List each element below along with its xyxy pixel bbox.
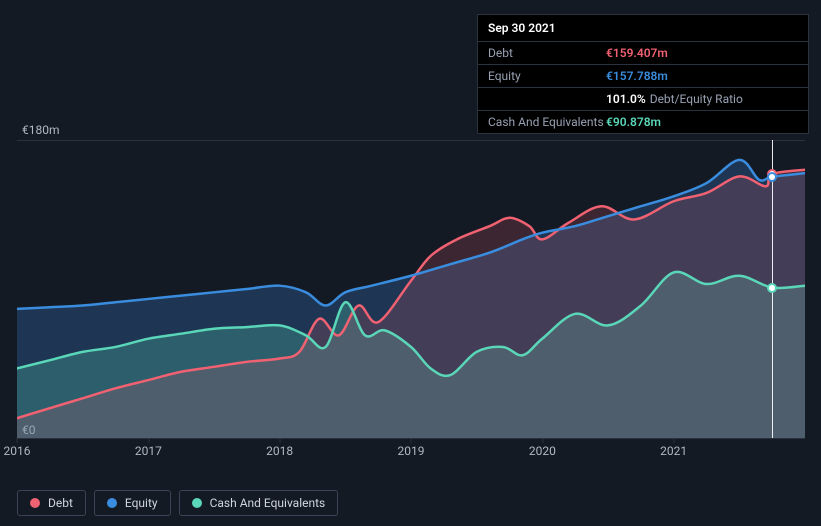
tooltip-row-label: Debt <box>488 46 606 60</box>
tooltip-row: Debt€159.407m <box>478 42 808 65</box>
chart-svg <box>17 140 805 438</box>
x-axis-tick: 2019 <box>398 444 425 458</box>
x-axis-tick: 2020 <box>529 444 556 458</box>
chart-legend: Debt Equity Cash And Equivalents <box>17 490 338 516</box>
legend-item-equity[interactable]: Equity <box>94 490 171 516</box>
x-axis-tick: 2017 <box>135 444 162 458</box>
legend-label: Debt <box>48 496 73 510</box>
tooltip-row-value: €157.788m <box>606 69 668 83</box>
legend-item-debt[interactable]: Debt <box>17 490 86 516</box>
tooltip-row: Equity€157.788m <box>478 65 808 88</box>
tooltip-row: Cash And Equivalents€90.878m <box>478 111 808 133</box>
legend-label: Cash And Equivalents <box>210 496 326 510</box>
tooltip-row: 101.0%Debt/Equity Ratio <box>478 88 808 111</box>
legend-dot-icon <box>192 498 202 508</box>
tooltip-row-value: €159.407m <box>606 46 668 60</box>
legend-dot-icon <box>30 498 40 508</box>
y-axis-max-label: €180m <box>22 123 60 137</box>
legend-label: Equity <box>125 496 158 510</box>
tooltip-row-value: €90.878m <box>606 115 661 129</box>
x-axis-tick: 2021 <box>660 444 687 458</box>
chart-tooltip: Sep 30 2021 Debt€159.407mEquity€157.788m… <box>477 14 809 134</box>
x-axis-tick: 2018 <box>266 444 293 458</box>
cursor-dot-equity <box>767 172 777 182</box>
tooltip-row-label: Cash And Equivalents <box>488 115 606 129</box>
x-axis: 201620172018201920202021 <box>17 444 805 464</box>
tooltip-date: Sep 30 2021 <box>478 15 808 42</box>
legend-dot-icon <box>107 498 117 508</box>
x-axis-tick: 2016 <box>4 444 31 458</box>
legend-item-cash-and-equivalents[interactable]: Cash And Equivalents <box>179 490 339 516</box>
tooltip-row-value: 101.0%Debt/Equity Ratio <box>606 92 743 106</box>
tooltip-row-label: Equity <box>488 69 606 83</box>
cursor-dot-cash <box>767 283 777 293</box>
tooltip-row-label <box>488 92 606 106</box>
